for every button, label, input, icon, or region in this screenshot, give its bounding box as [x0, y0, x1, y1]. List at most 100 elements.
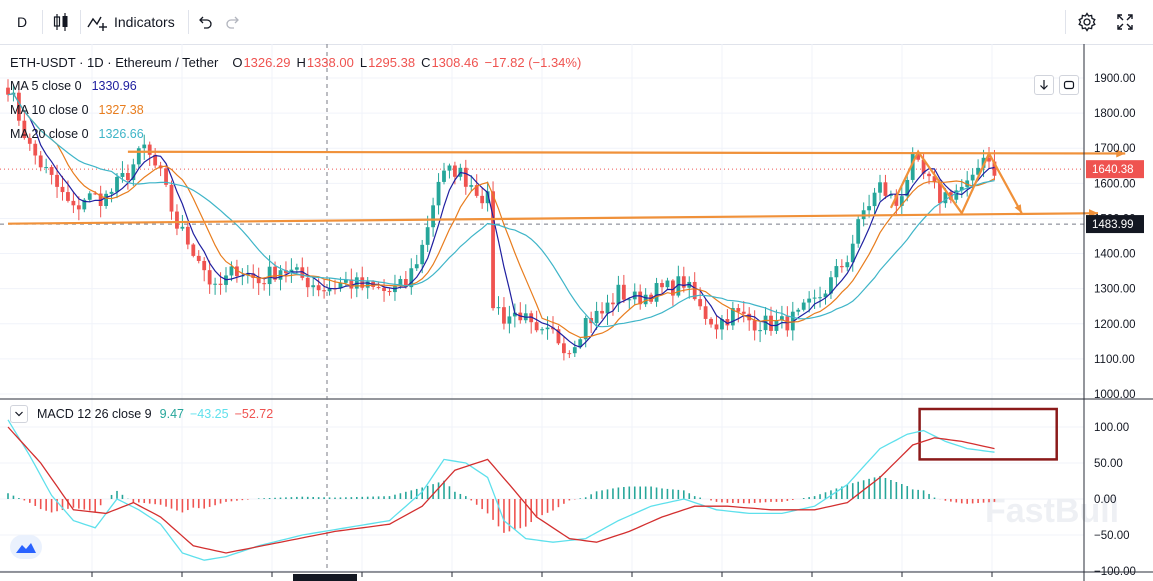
macd-tick-label: −50.00 [1094, 530, 1130, 542]
candle-body [605, 302, 610, 314]
collapse-macd-button[interactable] [10, 405, 28, 423]
candle-down [703, 298, 708, 325]
pattern-projection-path [889, 149, 1023, 216]
price-labels: 1640.38 1483.99 [1086, 160, 1144, 234]
candle-up [632, 283, 637, 306]
price-tick-label: 1800.00 [1094, 108, 1136, 120]
macd-highlight-rect [918, 407, 1058, 461]
candle-down [894, 189, 899, 214]
candle-down [76, 196, 81, 221]
candle-body [311, 285, 316, 288]
candle-body [425, 227, 430, 245]
candle-up [812, 289, 817, 310]
candle-body [845, 262, 850, 268]
chevron-down-icon [15, 411, 23, 417]
candle-body [142, 144, 147, 149]
candle-body [93, 193, 98, 195]
candle-body [681, 276, 686, 288]
candle-up [136, 146, 141, 169]
candle-body [545, 327, 550, 330]
candle-body [33, 143, 38, 156]
candle-body [529, 313, 534, 323]
candle-down [747, 307, 752, 331]
candle-down [502, 297, 506, 330]
crosshair-time-badge [293, 574, 357, 581]
candle-up [104, 190, 108, 209]
candle-down [883, 174, 888, 199]
undo-button[interactable] [194, 6, 216, 38]
candle-up [572, 340, 577, 358]
ma10-legend[interactable]: MA 10 close 0 1327.38 [10, 98, 587, 122]
scroll-down-button[interactable] [1034, 75, 1054, 95]
candle-down [360, 266, 365, 291]
candle-body [273, 266, 277, 280]
interval-button[interactable]: D [8, 6, 36, 38]
candle-down [518, 302, 523, 324]
candle-body [905, 179, 910, 197]
candle-up [801, 299, 806, 312]
candle-body [567, 353, 572, 355]
open-value: 1326.29 [243, 54, 291, 70]
candle-up [616, 275, 621, 313]
candle-down [284, 261, 288, 283]
price-chart[interactable]: FastBull 1900.001800.001700.001600.00150… [0, 44, 1153, 581]
candle-body [442, 170, 446, 182]
candle-body [758, 330, 762, 332]
candle-up [807, 291, 812, 313]
candle-body [752, 320, 757, 331]
candle-body [202, 260, 207, 271]
ma20-legend[interactable]: MA 20 close 0 1326.66 [10, 122, 587, 146]
candle-body [262, 283, 267, 285]
candle-up [431, 197, 435, 237]
candle-body [474, 185, 479, 196]
candle-up [425, 215, 430, 253]
redo-icon [226, 16, 239, 29]
price-tick-label: 1000.00 [1094, 389, 1136, 401]
candle-down [17, 83, 21, 126]
candle-body [360, 277, 365, 288]
candle-body [507, 316, 512, 324]
signal-line [7, 426, 995, 554]
time-axis[interactable] [0, 571, 1153, 581]
tradingview-logo[interactable] [10, 535, 42, 559]
candle-body [76, 205, 81, 210]
autoscale-button[interactable] [1059, 75, 1079, 95]
settings-button[interactable] [1072, 6, 1102, 38]
candle-down [196, 250, 201, 264]
candle-body [169, 184, 174, 212]
candle-down [480, 187, 485, 209]
candle-body [175, 211, 179, 229]
ma5-legend[interactable]: MA 5 close 0 1330.96 [10, 74, 587, 98]
candle-body [245, 273, 250, 276]
candle-body [703, 306, 708, 319]
candle-body [6, 87, 10, 95]
high-value: 1338.00 [306, 54, 354, 70]
candle-up [845, 255, 850, 272]
candle-body [992, 161, 997, 176]
candle-body [638, 291, 643, 305]
chart-type-button[interactable] [48, 6, 74, 38]
candle-down [202, 257, 207, 282]
price-tick-label: 1200.00 [1094, 319, 1136, 331]
candle-body [725, 319, 730, 326]
candle-up [627, 297, 632, 309]
low-label: L [359, 54, 368, 70]
candle-down [27, 133, 32, 151]
candle-down [164, 165, 168, 188]
candle-up [469, 175, 474, 191]
candle-down [185, 221, 190, 250]
candle-body [959, 186, 964, 191]
fullscreen-button[interactable] [1110, 6, 1140, 38]
indicators-button[interactable]: Indicators [86, 6, 184, 38]
candle-down [987, 146, 991, 170]
redo-button[interactable] [222, 6, 244, 38]
candle-body [747, 313, 752, 321]
candle-body [872, 192, 877, 207]
candle-body [654, 283, 659, 302]
macd-legend: MACD 12 26 close 9 9.47 −43.25 −52.72 [10, 405, 273, 423]
candle-body [730, 308, 735, 326]
candle-body [403, 279, 408, 288]
candle-up [867, 194, 871, 218]
candle-down [709, 317, 713, 328]
